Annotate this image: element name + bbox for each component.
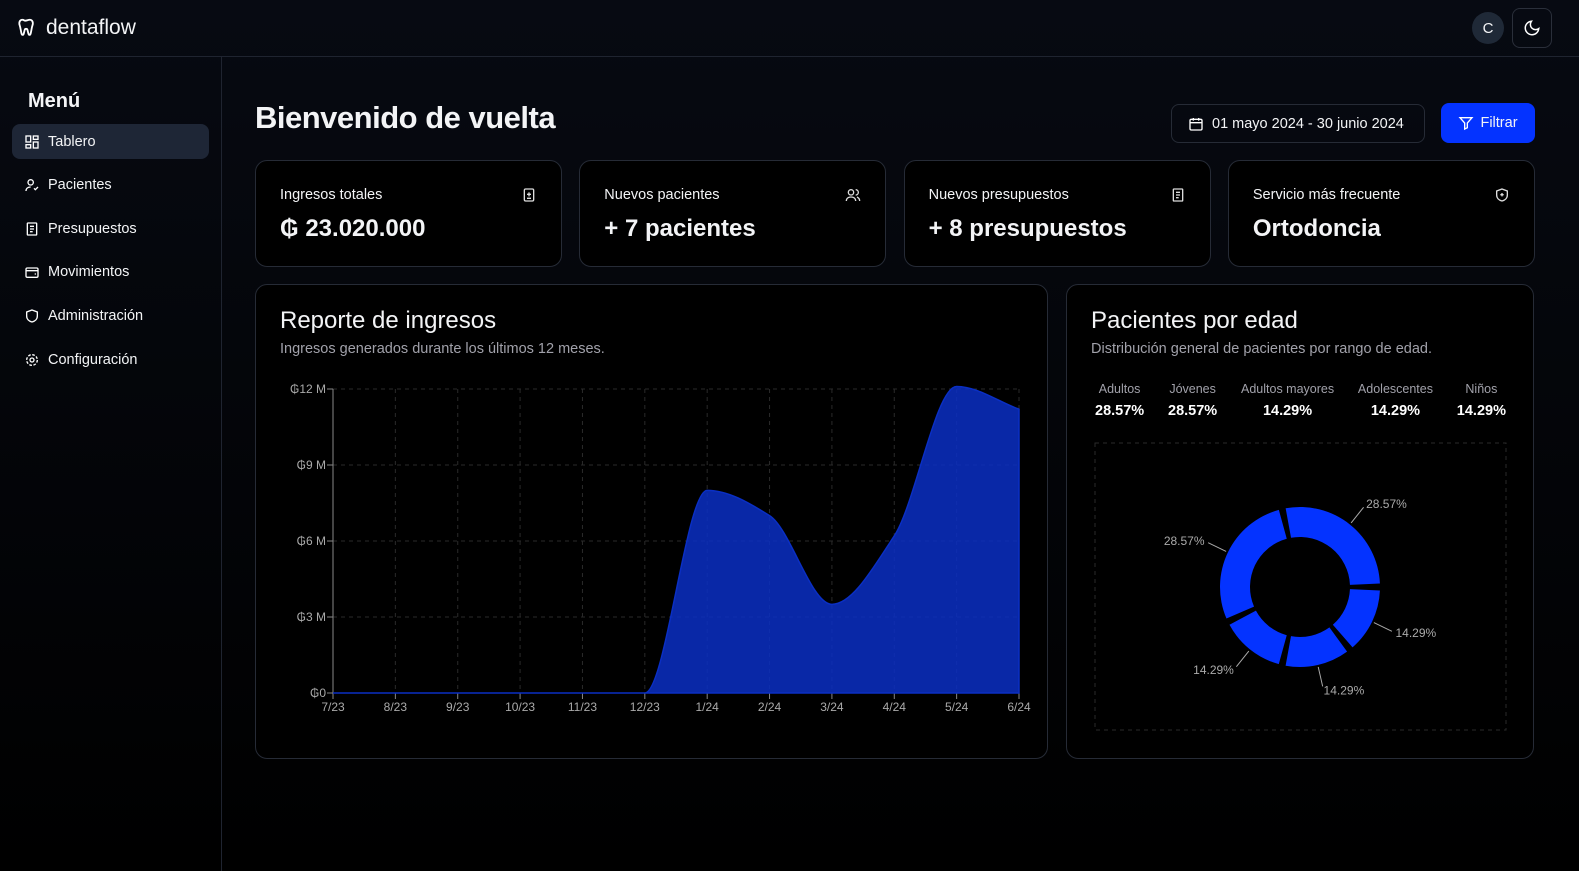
panel-subtitle: Ingresos generados durante los últimos 1…	[280, 341, 605, 357]
stat-card: Nuevos presupuestos + 8 presupuestos	[903, 160, 1211, 267]
sidebar: Menú Tablero Pacientes Presupuestos Movimie…	[0, 57, 222, 871]
legend-name: Jóvenes	[1169, 382, 1216, 396]
menu-icon	[26, 309, 38, 323]
legend-item: Adultos 28.57%	[1095, 382, 1144, 419]
moon-icon	[1524, 20, 1540, 36]
menu-icon	[26, 222, 38, 236]
theme-toggle[interactable]	[1512, 8, 1552, 48]
menu-item[interactable]: Presupuestos	[12, 211, 209, 246]
menu-icon	[25, 134, 39, 149]
legend-item: Jóvenes 28.57%	[1168, 382, 1217, 419]
legend-name: Adultos	[1098, 382, 1141, 396]
legend-name: Niños	[1465, 382, 1498, 396]
panel-title: Reporte de ingresos	[280, 307, 497, 334]
menu-item[interactable]: Configuración	[12, 342, 209, 377]
legend-value: 14.29%	[1370, 403, 1421, 419]
menu-item[interactable]: Tablero	[12, 124, 209, 159]
card-label: Nuevos pacientes	[604, 187, 720, 203]
date-picker[interactable]: 01 mayo 2024 - 30 junio 2024	[1171, 104, 1425, 143]
calendar-icon	[1189, 117, 1203, 131]
menu-icon	[25, 267, 39, 279]
page-title: Bienvenido de vuelta	[255, 100, 556, 135]
legend-item: Adultos mayores 14.29%	[1241, 382, 1334, 419]
card-label: Servicio más frecuente	[1252, 187, 1401, 203]
legend-value: 28.57%	[1095, 403, 1145, 419]
legend-value: 14.29%	[1456, 403, 1506, 419]
filter-label: Filtrar	[1480, 115, 1518, 131]
card-icon	[845, 189, 861, 202]
menu-label: Movimientos	[48, 264, 130, 281]
logo-icon	[18, 18, 34, 36]
date-range: 01 mayo 2024 - 30 junio 2024	[1212, 115, 1404, 132]
card-value: Ortodoncia	[1252, 215, 1381, 242]
header: dentaflow C	[0, 0, 1579, 57]
avatar[interactable]: C	[1472, 12, 1504, 44]
legend-name: Adolescentes	[1357, 382, 1433, 396]
card-label: Ingresos totales	[280, 187, 383, 203]
legend-item: Niños 14.29%	[1457, 382, 1506, 419]
panel-subtitle: Distribución general de pacientes por ra…	[1091, 341, 1432, 357]
card-icon	[523, 188, 535, 202]
stat-card: Servicio más frecuente Ortodoncia	[1227, 160, 1535, 267]
menu-icon	[25, 179, 39, 192]
filter-icon	[1458, 117, 1474, 131]
card-icon	[1495, 188, 1508, 202]
menu-icon	[26, 353, 38, 366]
age-panel: Pacientes por edad Distribución general …	[1066, 284, 1534, 759]
filter-button[interactable]: Filtrar	[1441, 103, 1535, 143]
menu-label: Configuración	[48, 351, 138, 368]
legend-name: Adultos mayores	[1241, 382, 1335, 396]
legend-value: 14.29%	[1262, 403, 1313, 419]
menu-item[interactable]: Pacientes	[12, 168, 209, 203]
stat-card: Nuevos pacientes + 7 pacientes	[579, 160, 887, 267]
menu-label: Presupuestos	[48, 220, 137, 237]
menu-item[interactable]: Movimientos	[12, 255, 209, 290]
legend-item: Adolescentes 14.29%	[1358, 382, 1433, 419]
card-label: Nuevos presupuestos	[928, 187, 1069, 203]
menu-label: Tablero	[48, 133, 96, 150]
legend: Adultos 28.57% Jóvenes 28.57% Adultos mayore…	[1095, 382, 1506, 419]
panel-title: Pacientes por edad	[1091, 307, 1298, 334]
card-value: + 7 pacientes	[604, 215, 756, 242]
menu-label: Pacientes	[48, 177, 112, 194]
income-panel: Reporte de ingresos Ingresos generados d…	[255, 284, 1048, 759]
card-value: ₲ 23.020.000	[280, 215, 426, 242]
brand: dentaflow	[46, 16, 136, 39]
menu-item[interactable]: Administración	[12, 298, 209, 333]
card-value: + 8 presupuestos	[928, 215, 1127, 242]
card-icon	[1172, 188, 1183, 202]
stat-card: Ingresos totales ₲ 23.020.000	[255, 160, 562, 267]
menu-label: Administración	[48, 307, 144, 324]
legend-value: 28.57%	[1168, 403, 1218, 419]
menu-title: Menú	[28, 90, 81, 112]
